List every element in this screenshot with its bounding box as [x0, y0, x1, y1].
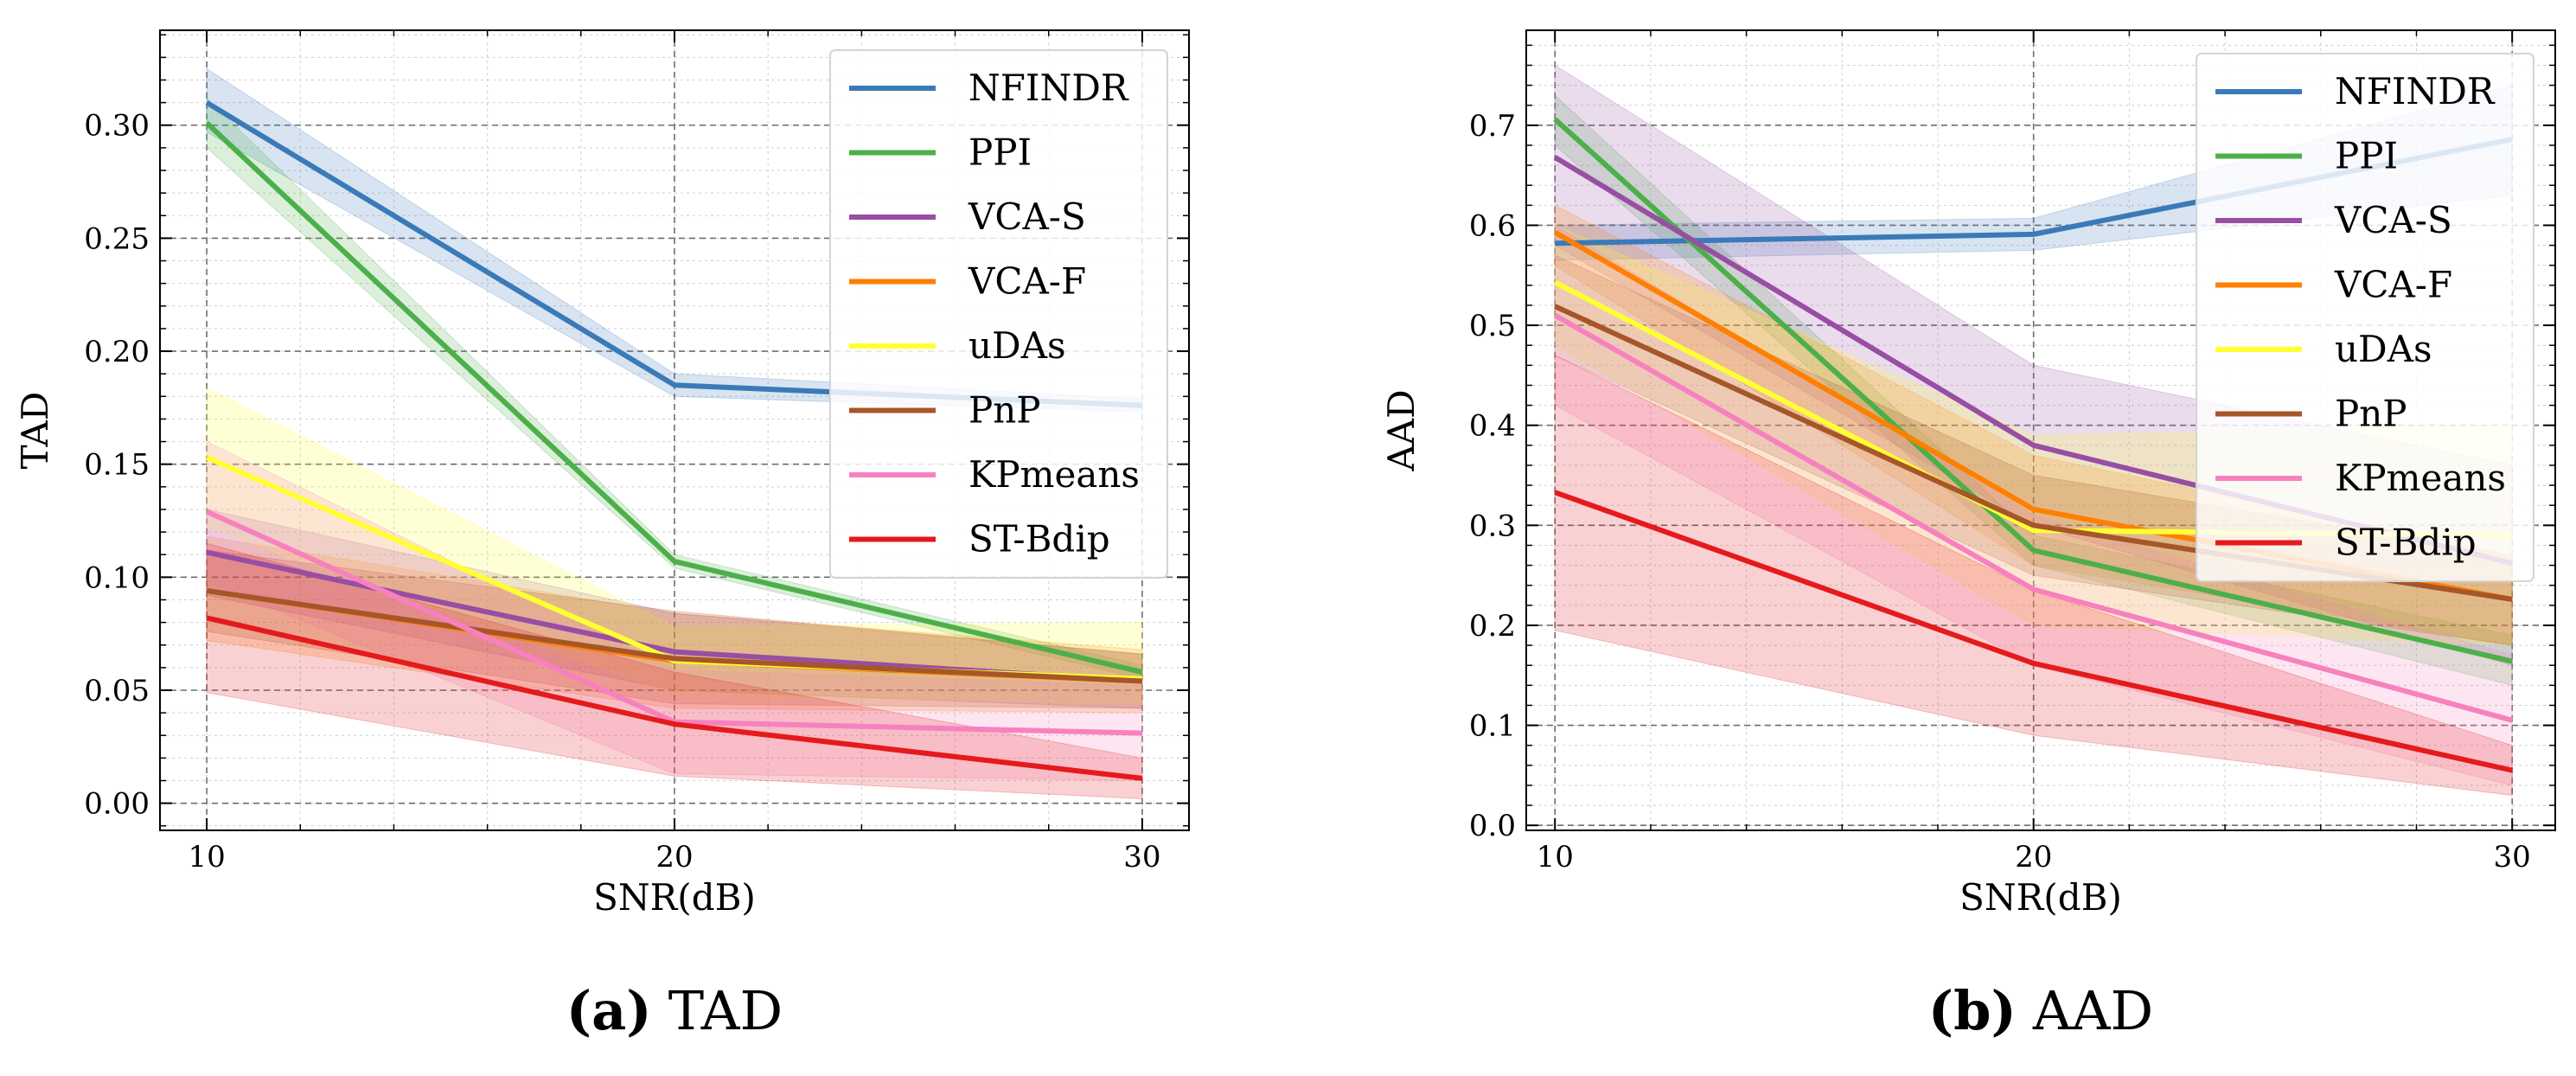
series-line-st-bdip [1554, 490, 2513, 773]
caption-a: (a) TAD [566, 979, 783, 1042]
y-tick-label: 0.20 [84, 335, 150, 369]
y-tick-label: 0.00 [84, 787, 150, 822]
legend-label: NFINDR [2335, 70, 2496, 112]
x-axis-title: SNR(dB) [593, 876, 756, 919]
x-tick-label: 30 [1123, 840, 1160, 874]
caption-b-text: AAD [2032, 979, 2153, 1042]
caption-b-letter: (b) [1928, 979, 2017, 1042]
panel-aad: 10 20 30 0.0 0.1 0.2 0.3 0.4 0.5 0.6 0.7 SNR(dB) A… [1380, 29, 2556, 919]
caption-a-letter: (a) [566, 979, 652, 1042]
legend-box [2196, 53, 2534, 582]
x-tick-label: 20 [2015, 840, 2052, 874]
legend-label: VCA-S [2334, 199, 2452, 241]
x-axis-title: SNR(dB) [1959, 876, 2122, 919]
legend-label: PnP [2335, 393, 2407, 435]
legend-label: VCA-F [2334, 264, 2452, 306]
band-udas [206, 387, 1143, 705]
y-tick-label: 0.30 [84, 109, 150, 144]
legend-label: KPmeans [968, 453, 1140, 496]
legend-label: VCA-S [968, 195, 1086, 238]
y-tick-label: 0.4 [1469, 409, 1516, 444]
y-axis-title: AAD [1380, 389, 1422, 471]
band-st-bdip [206, 542, 1143, 799]
y-tick-label: 0.25 [84, 221, 150, 256]
y-tick-label: 0.5 [1469, 309, 1516, 343]
legend-label: uDAs [2335, 328, 2432, 370]
band-kpmeans [1554, 224, 2513, 786]
x-tick-label: 10 [1537, 840, 1574, 874]
x-tick-label: 20 [655, 840, 693, 874]
caption-b: (b) AAD [1928, 979, 2153, 1042]
band-vca-s [206, 509, 1143, 709]
y-tick-label: 0.10 [84, 560, 150, 595]
y-tick-label: 0.6 [1469, 208, 1516, 243]
legend-label: PnP [968, 389, 1041, 432]
y-tick-label: 0.2 [1469, 609, 1516, 644]
legend-label: KPmeans [2335, 457, 2506, 499]
series-line-pnp [206, 588, 1143, 684]
panel-tad: 10 20 30 0.00 0.05 0.10 0.15 0.20 0.25 0.30 SNR(d… [14, 29, 1190, 919]
plot-frame [1525, 29, 2556, 831]
x-tick-label: 30 [2494, 840, 2531, 874]
legend-label: uDAs [968, 324, 1066, 367]
y-tick-label: 0.7 [1469, 109, 1516, 144]
series-line-ppi [205, 120, 1143, 676]
y-tick-label: 0.05 [84, 674, 150, 708]
legend-label: NFINDR [968, 67, 1129, 109]
y-tick-label: 0.0 [1469, 809, 1516, 843]
legend: NFINDR PPI VCA-S VCA-F uDAs PnP KPmeans ST-Bdip [829, 49, 1168, 579]
caption-a-text: TAD [668, 979, 783, 1042]
legend-label: PPI [2335, 135, 2398, 177]
legend-label: PPI [968, 131, 1032, 174]
legend-label: ST-Bdip [968, 518, 1110, 560]
series-line-st-bdip [206, 615, 1143, 781]
legend-box [829, 49, 1168, 579]
y-tick-label: 0.15 [84, 448, 150, 483]
legend: NFINDR PPI VCA-S VCA-F uDAs PnP KPmeans ST-Bdip [2196, 53, 2534, 582]
x-tick-label: 10 [188, 840, 225, 874]
y-axis-title: TAD [14, 392, 56, 470]
y-tick-label: 0.1 [1469, 709, 1516, 744]
legend-label: ST-Bdip [2335, 522, 2477, 564]
y-tick-label: 0.3 [1469, 509, 1516, 543]
series-line-ppi [1553, 117, 2513, 664]
band-kpmeans [206, 440, 1143, 782]
series-line-kpmeans [1553, 312, 2513, 723]
band-ppi [1554, 94, 2513, 686]
legend-label: VCA-F [968, 260, 1086, 303]
